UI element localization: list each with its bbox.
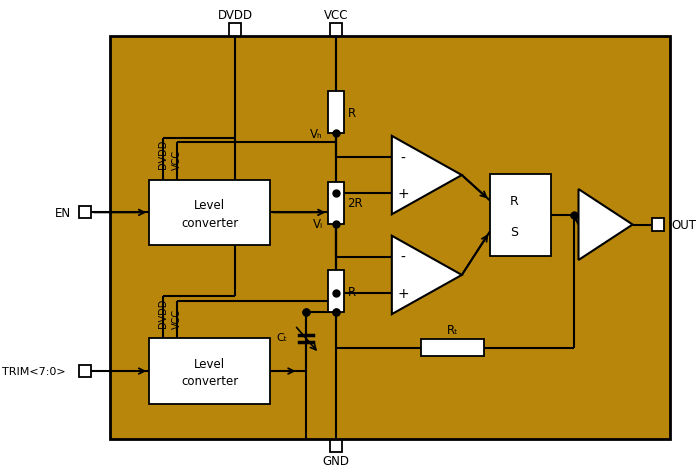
FancyBboxPatch shape: [330, 440, 342, 452]
Text: DVDD: DVDD: [218, 9, 253, 22]
Text: OUT: OUT: [672, 218, 696, 231]
Polygon shape: [392, 137, 462, 215]
FancyBboxPatch shape: [328, 92, 344, 134]
Text: -: -: [400, 251, 405, 265]
Text: DVDD: DVDD: [158, 139, 168, 169]
FancyBboxPatch shape: [149, 180, 270, 246]
Text: Vₗ: Vₗ: [313, 218, 323, 230]
Text: R: R: [510, 195, 519, 208]
Polygon shape: [578, 189, 633, 260]
FancyBboxPatch shape: [229, 24, 241, 37]
FancyBboxPatch shape: [328, 271, 344, 313]
Text: Level: Level: [195, 357, 225, 370]
Text: 2R: 2R: [347, 197, 363, 209]
Text: +: +: [397, 286, 409, 300]
Text: Rₜ: Rₜ: [447, 323, 459, 336]
Text: -: -: [400, 151, 405, 165]
FancyBboxPatch shape: [328, 182, 344, 224]
Text: Cₜ: Cₜ: [276, 332, 287, 342]
FancyBboxPatch shape: [78, 365, 91, 377]
Text: +: +: [397, 186, 409, 200]
Text: converter: converter: [181, 375, 239, 387]
Text: VCC: VCC: [323, 9, 348, 22]
Text: EN: EN: [55, 207, 71, 219]
Text: GND: GND: [322, 454, 349, 467]
Text: R: R: [347, 106, 356, 119]
Text: TRIM<7:0>: TRIM<7:0>: [1, 367, 65, 376]
FancyBboxPatch shape: [149, 339, 270, 404]
Text: DVDD: DVDD: [158, 298, 168, 327]
Text: S: S: [510, 226, 518, 238]
FancyBboxPatch shape: [110, 37, 670, 439]
Text: VCC: VCC: [172, 308, 182, 328]
Text: converter: converter: [181, 216, 239, 229]
Polygon shape: [392, 236, 462, 315]
Text: Level: Level: [195, 198, 225, 212]
FancyBboxPatch shape: [330, 24, 342, 37]
Text: VCC: VCC: [172, 150, 182, 170]
Text: Vₕ: Vₕ: [310, 127, 323, 140]
FancyBboxPatch shape: [78, 207, 91, 219]
FancyBboxPatch shape: [421, 339, 484, 357]
FancyBboxPatch shape: [652, 219, 664, 231]
Text: R: R: [347, 285, 356, 298]
FancyBboxPatch shape: [490, 175, 550, 257]
